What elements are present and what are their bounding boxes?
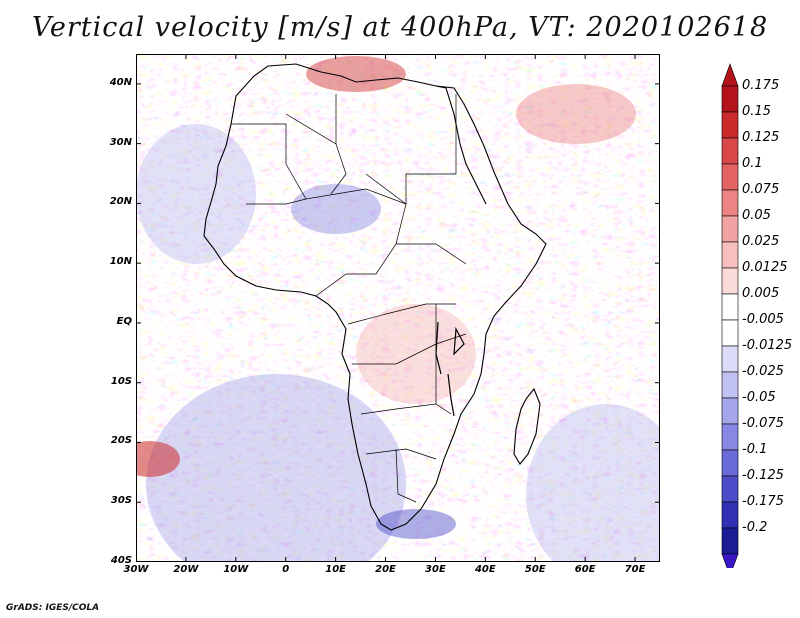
atlantic-subsidence [136,124,256,264]
colorbar-level-label: 0.05 [742,208,771,223]
lon-tick-label: 70E [624,564,646,575]
indian-ocean-subsidence [526,404,660,562]
colorbar-swatch [721,163,739,191]
lat-tick-label: 10S [110,375,132,387]
colorbar-swatch [721,137,739,165]
colorbar-min-arrow [721,553,739,568]
middle-east-ascent [516,84,636,144]
colorbar-swatch [721,319,739,347]
lon-tick-label: 30W [123,564,149,575]
colorbar-swatch [721,371,739,399]
colorbar-level-label: -0.2 [742,520,768,535]
lon-tick-label: 30E [425,564,446,575]
lon-tick-label: 10E [325,564,346,575]
colorbar-swatch [721,111,739,139]
colorbar-swatch [721,501,739,529]
colorbar-level-label: 0.1 [742,156,763,171]
south-atlantic-ascent-band [136,441,180,477]
colorbar-level-label: -0.025 [742,364,784,379]
colorbar-level-label: -0.0125 [742,338,793,353]
map-panel [135,54,660,563]
colorbar-swatch [721,345,739,373]
grads-credit: GrADS: IGES/COLA [6,603,100,613]
lon-tick-label: 40E [474,564,496,575]
colorbar-swatch [721,475,739,503]
colorbar-max-arrow [721,63,739,87]
lon-tick-label: 20E [375,564,396,575]
lat-tick-label: 30N [109,136,132,148]
colorbar [721,63,739,568]
lon-tick-label: 10W [223,564,249,575]
colorbar-level-label: 0.0125 [742,260,788,275]
colorbar-swatch [721,189,739,217]
map-border [136,54,660,562]
lon-tick-label: 50E [524,564,546,575]
lat-tick-label: 20N [109,196,132,208]
colorbar-level-label: -0.05 [742,390,776,405]
lat-tick-label: 10N [109,256,132,268]
colorbar-level-label: 0.025 [742,234,780,249]
colorbar-level-label: 0.075 [742,182,780,197]
lon-tick-label: 60E [574,564,596,575]
colorbar-swatch [721,449,739,477]
mediterranean-ascent [306,56,406,92]
colorbar-level-label: -0.075 [742,416,784,431]
colorbar-swatch [721,85,739,113]
chart-title: Vertical velocity [m/s] at 400hPa, VT: 2… [31,12,769,43]
southern-ocean-subsidence [146,374,406,562]
colorbar-level-label: 0.005 [742,286,780,301]
lon-tick-label: 0 [282,564,290,575]
colorbar-swatch [721,397,739,425]
lat-tick-label: 20S [110,435,132,447]
country-borders [231,94,467,503]
vertical-velocity-map [135,54,660,563]
cape-subsidence [376,509,456,539]
colorbar-swatch [721,241,739,269]
colorbar-swatch [721,267,739,295]
lat-tick-label: EQ [116,315,132,327]
velocity-field [136,54,660,562]
lat-tick-label: 30S [110,495,132,507]
great-lakes [435,321,465,417]
colorbar-level-label: -0.1 [742,442,768,457]
colorbar-level-label: 0.15 [742,104,771,119]
colorbar-level-label: -0.175 [742,494,784,509]
colorbar-swatch [721,423,739,451]
lat-tick-label: 40S [110,555,132,566]
colorbar-level-label: 0.175 [742,78,780,93]
colorbar-level-label: -0.125 [742,468,784,483]
lon-tick-label: 20W [173,564,199,575]
colorbar-swatch [721,215,739,243]
colorbar-swatch [721,527,739,555]
colorbar-level-label: 0.125 [742,130,780,145]
colorbar-level-label: -0.005 [742,312,784,327]
sahel-subsidence [291,184,381,234]
axis-ticks [135,54,660,563]
colorbar-swatch [721,293,739,321]
lat-tick-label: 40N [109,76,132,88]
africa-coastline [203,63,547,531]
